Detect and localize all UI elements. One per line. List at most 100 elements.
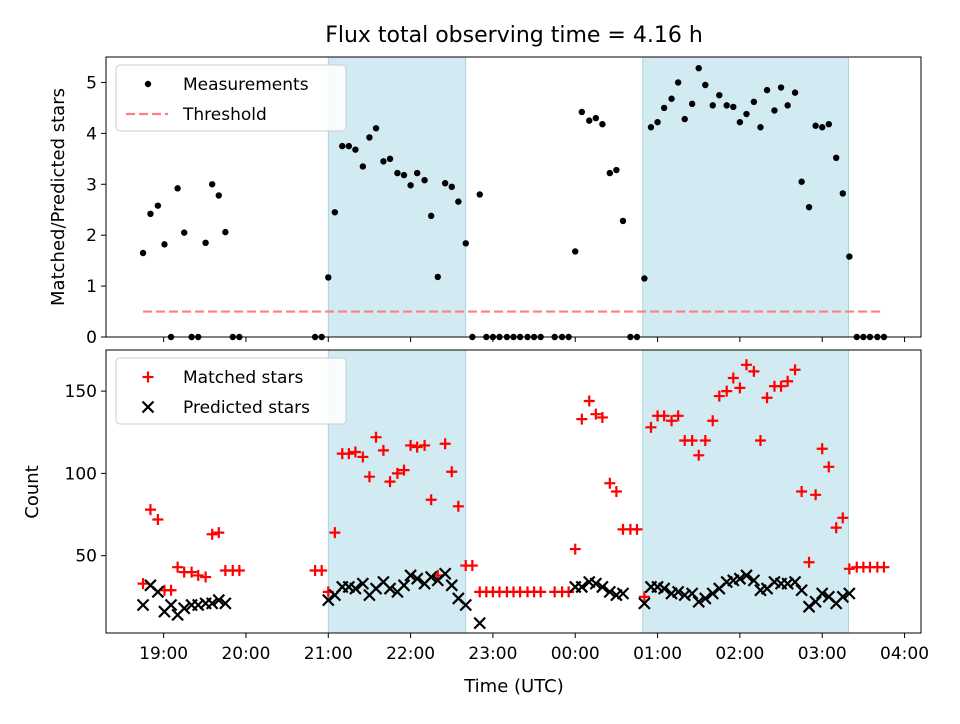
data-point <box>791 89 799 96</box>
y-tick-label: 4 <box>86 124 97 144</box>
x-tick-label: 02:00 <box>715 644 764 664</box>
data-point <box>660 104 668 112</box>
data-point <box>425 494 437 506</box>
data-point <box>575 580 589 594</box>
data-point <box>647 124 655 131</box>
y-tick-label: 0 <box>86 328 97 348</box>
data-point <box>177 602 191 615</box>
chart-title: Flux total observing time = 4.16 h <box>325 23 703 48</box>
data-point <box>645 421 657 433</box>
data-point <box>603 585 617 599</box>
data-point <box>325 274 332 281</box>
data-point <box>592 114 600 122</box>
data-point <box>206 528 218 540</box>
data-point <box>316 564 328 576</box>
data-point <box>384 476 396 488</box>
data-point <box>462 240 469 247</box>
legend-box <box>115 357 347 425</box>
data-point <box>405 439 417 451</box>
legend-label: Threshold <box>182 105 267 125</box>
data-point <box>139 249 147 257</box>
data-point <box>404 569 417 582</box>
data-point <box>606 169 614 177</box>
data-point <box>438 567 452 581</box>
data-point <box>359 163 367 170</box>
data-point <box>613 166 620 174</box>
data-point <box>421 177 428 184</box>
data-point <box>836 590 850 604</box>
x-tick-label: 23:00 <box>468 644 517 664</box>
data-point <box>466 560 478 572</box>
y-tick-label: 5 <box>86 73 97 93</box>
data-point <box>413 169 421 177</box>
legend-marker <box>141 400 155 414</box>
shaded-interval-2 <box>642 349 849 634</box>
data-point <box>777 84 785 91</box>
data-point <box>172 561 184 573</box>
data-point <box>638 597 651 610</box>
data-point <box>837 512 849 524</box>
series-predicted-stars <box>136 567 856 630</box>
bottom-legend: Matched stars Predicted stars <box>115 357 347 425</box>
data-point <box>702 81 709 89</box>
data-point <box>730 103 737 111</box>
data-point <box>693 449 705 461</box>
data-point <box>535 586 547 598</box>
data-point <box>589 577 603 590</box>
x-axis-label: Time (UTC) <box>463 676 564 697</box>
data-point <box>750 98 758 106</box>
data-point <box>386 155 394 163</box>
data-point <box>819 124 826 131</box>
data-point <box>686 434 698 446</box>
data-point <box>674 79 682 86</box>
data-point <box>329 527 341 539</box>
data-point <box>154 202 162 209</box>
data-point <box>459 598 473 612</box>
x-tick-label: 04:00 <box>880 644 929 664</box>
data-point <box>586 117 593 124</box>
data-point <box>219 597 232 610</box>
data-point <box>692 595 706 609</box>
data-point <box>372 125 380 132</box>
data-point <box>583 395 595 407</box>
data-point <box>721 385 733 397</box>
data-point <box>455 198 462 205</box>
data-point <box>695 65 702 72</box>
data-point <box>452 500 464 512</box>
data-point <box>816 443 828 455</box>
bottom-y-axis-label: Count <box>22 465 43 518</box>
data-point <box>631 523 643 535</box>
x-tick-label: 21:00 <box>304 644 353 664</box>
data-point <box>398 464 410 476</box>
data-point <box>331 209 339 216</box>
data-point <box>815 587 829 600</box>
y-tick-label: 2 <box>86 226 97 246</box>
data-point <box>707 415 719 427</box>
data-point <box>192 569 204 581</box>
data-point <box>666 415 678 427</box>
data-point <box>391 467 403 479</box>
data-point <box>723 102 730 109</box>
data-point <box>736 118 744 126</box>
data-point <box>321 593 335 607</box>
data-point <box>740 359 752 371</box>
data-point <box>846 253 853 260</box>
data-point <box>782 375 794 387</box>
data-point <box>448 183 455 191</box>
data-point <box>688 100 696 108</box>
data-point <box>434 273 441 281</box>
data-point <box>427 212 435 220</box>
data-point <box>345 142 353 150</box>
data-point <box>446 466 458 478</box>
top-y-ticks: 0 1 2 3 4 5 <box>86 73 106 348</box>
top-legend: Measurements Threshold <box>115 64 347 132</box>
bottom-y-ticks: 50 100 150 <box>65 382 106 567</box>
data-point <box>563 586 575 598</box>
top-y-axis-label: Matched/Predicted stars <box>48 88 69 306</box>
data-point <box>339 142 346 150</box>
data-point <box>212 593 226 607</box>
legend-marker <box>142 371 154 383</box>
data-point <box>205 597 219 610</box>
data-point <box>349 446 361 458</box>
